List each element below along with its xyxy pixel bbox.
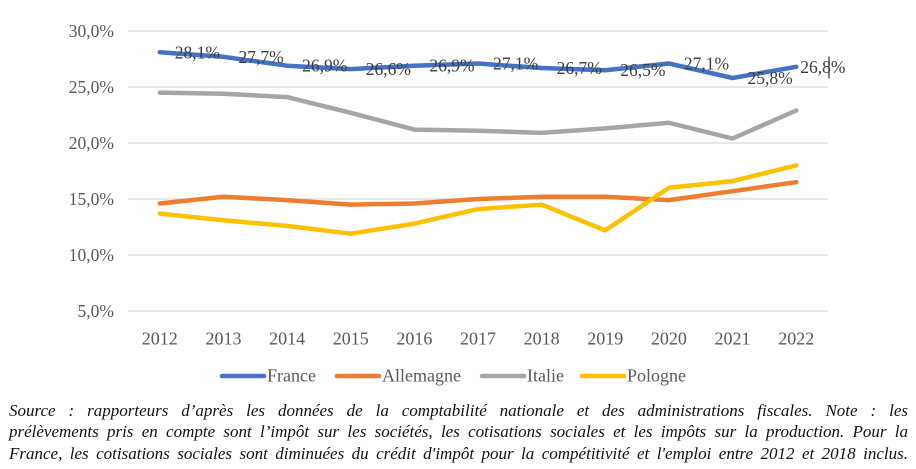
legend-label-italie: Italie (527, 366, 564, 386)
series-line-italie (157, 90, 799, 141)
series-line-france (157, 50, 799, 81)
x-axis-tick-label-2013: 2013 (205, 329, 241, 349)
x-axis-tick-label-2016: 2016 (396, 329, 432, 349)
legend-label-pologne: Pologne (627, 366, 686, 386)
series-line-allemagne (157, 179, 799, 207)
y-axis-tick-label: 5,0% (78, 301, 114, 321)
data-label-france-2012: 28,1% (175, 42, 220, 62)
y-axis-tick-label: 25,0% (69, 77, 114, 97)
legend-label-allemagne: Allemagne (382, 366, 461, 386)
source-note: Source : rapporteurs d’après les données… (9, 400, 908, 464)
x-axis-tick-label-2014: 2014 (269, 329, 305, 349)
source-note-line-2: prélèvements pris en compte sont l’impôt… (9, 422, 908, 442)
y-axis-tick-label: 20,0% (69, 133, 114, 153)
data-label-france-2018: 26,7% (557, 58, 602, 78)
y-axis-tick-label: 10,0% (69, 245, 114, 265)
x-axis-tick-label-2015: 2015 (333, 329, 369, 349)
legend-item-pologne: Pologne (579, 366, 686, 386)
taxes-by-country-line-chart: 30,0% 25,0% 20,0% 15,0% 10,0% 5,0% 2012 2013 201… (69, 21, 846, 386)
data-label-france-2019: 26,5% (620, 60, 665, 80)
legend-item-france: France (219, 366, 316, 386)
x-axis-tick-label-2017: 2017 (460, 329, 496, 349)
x-axis-tick-label-2018: 2018 (524, 329, 560, 349)
data-label-france-2016: 26,9% (429, 56, 474, 76)
data-label-france-2020: 27,1% (684, 53, 729, 73)
data-label-france-2013: 27,7% (238, 47, 283, 67)
data-label-france-2022: 26,8% (800, 57, 845, 77)
x-axis-tick-label-2019: 2019 (587, 329, 623, 349)
data-label-france-2014: 26,9% (302, 56, 347, 76)
y-axis-tick-label: 30,0% (69, 21, 114, 41)
y-axis-tick-label: 15,0% (69, 189, 114, 209)
data-label-france-2021: 25,8% (748, 68, 793, 88)
x-axis-tick-label-2020: 2020 (651, 329, 687, 349)
x-axis-tick-label-2012: 2012 (142, 329, 178, 349)
source-note-line-1: Source : rapporteurs d’après les données… (9, 401, 908, 420)
legend-label-france: France (267, 366, 316, 386)
source-note-line-3: France, les cotisations sociales sont di… (9, 443, 908, 463)
data-label-france-2015: 26,6% (366, 59, 411, 79)
data-label-france-2017: 27,1% (493, 53, 538, 73)
series-line-pologne (157, 163, 799, 236)
legend-item-italie: Italie (479, 366, 564, 386)
legend-item-allemagne: Allemagne (334, 366, 461, 386)
x-axis-tick-label-2021: 2021 (715, 329, 751, 349)
x-axis-tick-label-2022: 2022 (778, 329, 814, 349)
